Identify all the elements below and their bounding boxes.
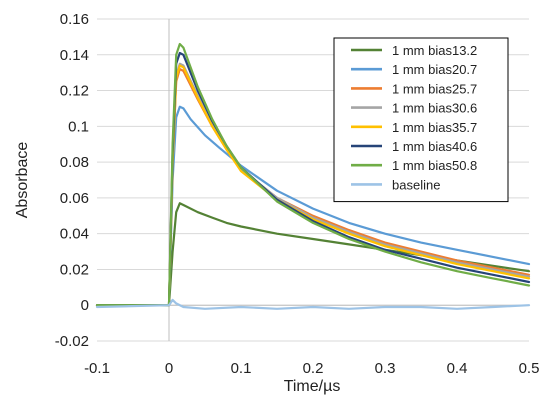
series-line-8 xyxy=(95,298,531,310)
x-tick-label: 0.2 xyxy=(303,360,324,377)
x-tick-label: 0.4 xyxy=(447,360,468,377)
y-tick-label: 0.16 xyxy=(60,11,89,28)
legend-label: 1 mm bias13.2 xyxy=(392,43,477,58)
y-tick-label: 0 xyxy=(81,297,89,314)
legend-label: 1 mm bias20.7 xyxy=(392,62,477,77)
y-tick-label: 0.14 xyxy=(60,47,89,64)
x-tick-label: 0.3 xyxy=(375,360,396,377)
y-tick-label: -0.02 xyxy=(55,333,89,350)
x-tick-label: 0 xyxy=(165,360,173,377)
y-tick-label: 0.06 xyxy=(60,190,89,207)
legend-label: 1 mm bias35.7 xyxy=(392,120,477,135)
legend-label: 1 mm bias30.6 xyxy=(392,101,477,116)
series-line-7 xyxy=(95,42,531,307)
x-tick-label: 0.5 xyxy=(519,360,540,377)
legend-box xyxy=(333,37,509,203)
y-tick-label: 0.1 xyxy=(68,118,89,135)
y-axis-title: Absorbace xyxy=(14,142,31,219)
y-tick-label: 0.04 xyxy=(60,226,89,243)
y-tick-label: 0.12 xyxy=(60,83,89,100)
x-tick-label: 0.1 xyxy=(231,360,252,377)
legend-label: baseline xyxy=(392,177,440,192)
legend-label: 1 mm bias40.6 xyxy=(392,139,477,154)
tick-labels: -0.02 0 0.02 0.04 0.06 0.08 0.1 0.12 0.14 0.16 -0.… xyxy=(55,11,540,377)
y-tick-label: 0.08 xyxy=(60,154,89,171)
series-lines xyxy=(95,42,531,310)
legend: 1 mm bias13.2 1 mm bias20.7 1 mm bias25.7 1… xyxy=(333,37,509,203)
x-axis-title: Time/µs xyxy=(284,378,341,395)
y-tick-label: 0.02 xyxy=(60,261,89,278)
x-tick-label: -0.1 xyxy=(84,360,110,377)
legend-label: 1 mm bias50.8 xyxy=(392,158,477,173)
legend-label: 1 mm bias25.7 xyxy=(392,81,477,96)
